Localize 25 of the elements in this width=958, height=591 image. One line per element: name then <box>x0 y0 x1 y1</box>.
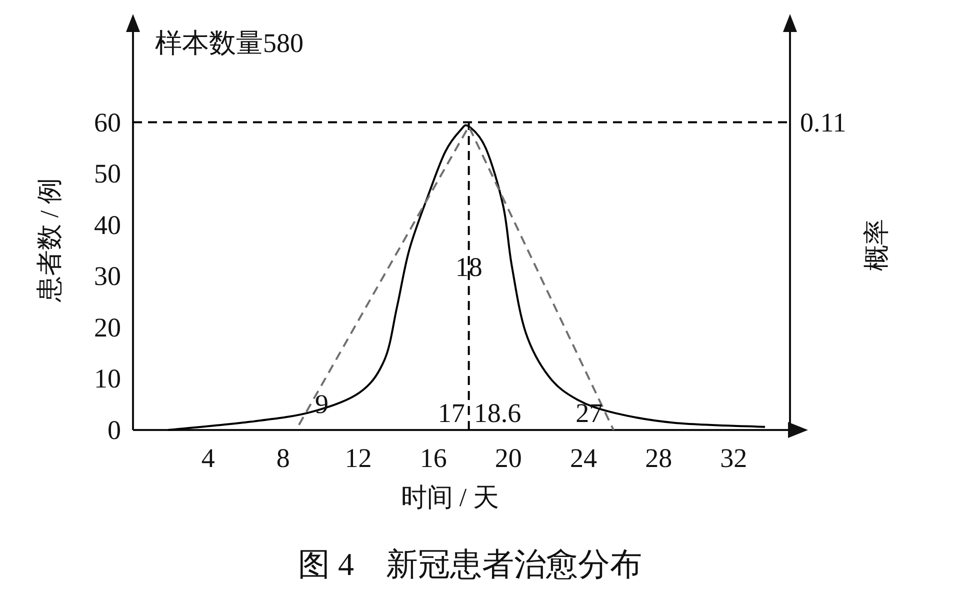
ref-line-label: 18 <box>455 252 482 282</box>
y-tick-label: 50 <box>94 158 121 189</box>
text: 图 4 新冠患者治愈分布 <box>298 546 642 582</box>
x-tick-label: 24 <box>570 443 598 473</box>
y-tick-label: 30 <box>94 261 121 292</box>
annotation: 样本数量580 <box>155 28 304 58</box>
x-tick-label: 20 <box>494 443 522 473</box>
y-tick-label: 40 <box>94 210 121 240</box>
annotation: 18.6 <box>474 398 522 428</box>
y2-axis-title: 概率 <box>862 219 891 271</box>
x-tick-label: 16 <box>420 443 447 473</box>
x-tick-label: 32 <box>720 443 748 473</box>
y-tick-label: 0 <box>108 415 121 445</box>
x-axis-title: 时间 / 天 <box>400 483 500 512</box>
x-tick-label: 4 <box>201 443 216 473</box>
x-tick-label: 28 <box>645 443 672 473</box>
x-tick-label: 12 <box>344 443 372 473</box>
y-tick-label: 20 <box>94 312 121 342</box>
annotation: 0.11 <box>800 107 846 138</box>
x-tick-label: 8 <box>276 443 290 473</box>
y-tick-label: 10 <box>94 364 121 394</box>
y-axis-title: 患者数 / 例 <box>35 178 64 304</box>
annotation: 27 <box>576 398 603 428</box>
y-tick-label: 60 <box>94 107 121 138</box>
annotation: 17 <box>438 398 465 428</box>
